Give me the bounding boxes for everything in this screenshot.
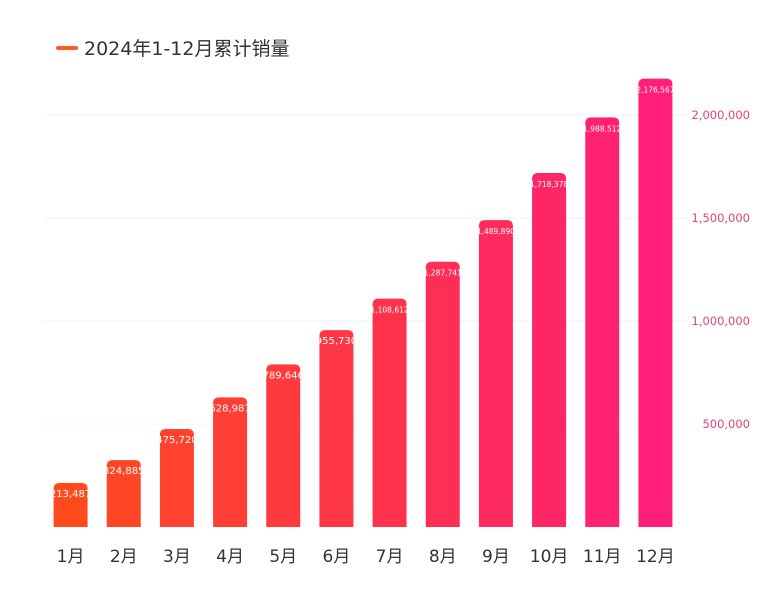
bar-11[interactable]: [585, 117, 620, 528]
data-label: 1,489,890: [477, 227, 515, 236]
bar-4[interactable]: [213, 397, 248, 527]
y-tick-label: 1,000,000: [691, 314, 750, 328]
x-tick-label: 7月: [376, 547, 404, 567]
bar-7[interactable]: [372, 298, 407, 527]
data-label: 1,287,741: [424, 269, 462, 278]
data-label: 789,646: [263, 370, 304, 381]
x-tick-label: 2月: [110, 547, 138, 567]
legend-label: 2024年1-12月累计销量: [84, 38, 290, 60]
y-tick-label: 1,500,000: [691, 211, 750, 225]
x-tick-label: 3月: [163, 547, 191, 567]
grid: [44, 114, 688, 425]
bar-5[interactable]: [266, 364, 301, 527]
bar-6[interactable]: [319, 330, 354, 527]
bar-10[interactable]: [532, 173, 567, 527]
x-tick-label: 9月: [482, 547, 510, 567]
legend[interactable]: 2024年1-12月累计销量: [56, 34, 289, 61]
bar-9[interactable]: [478, 220, 513, 528]
bar-3[interactable]: [159, 429, 194, 527]
legend-swatch: [56, 45, 78, 50]
x-tick-label: 10月: [530, 547, 569, 567]
data-label: 955,730: [316, 336, 357, 347]
data-label: 1,718,378: [530, 180, 568, 189]
y-tick-label: 500,000: [702, 417, 750, 431]
x-tick-label: 11月: [583, 547, 622, 567]
data-label: 628,987: [209, 403, 250, 414]
data-label: 1,108,612: [370, 306, 408, 315]
bar-1[interactable]: [53, 483, 88, 527]
data-label: 2,176,567: [636, 86, 674, 95]
data-label: 213,487: [50, 489, 91, 500]
x-tick-label: 12月: [636, 547, 675, 567]
data-label: 1,988,512: [583, 124, 621, 133]
bar-12[interactable]: [638, 78, 673, 527]
data-label: 324,885: [103, 466, 144, 477]
bar-8[interactable]: [425, 261, 460, 527]
y-tick-label: 2,000,000: [691, 108, 750, 122]
x-tick-label: 4月: [216, 547, 244, 567]
x-tick-label: 5月: [269, 547, 297, 567]
x-tick-label: 6月: [323, 547, 351, 567]
x-tick-label: 1月: [57, 547, 85, 567]
data-label: 475,720: [156, 435, 197, 446]
x-tick-label: 8月: [429, 547, 457, 567]
bar-2[interactable]: [106, 460, 141, 527]
